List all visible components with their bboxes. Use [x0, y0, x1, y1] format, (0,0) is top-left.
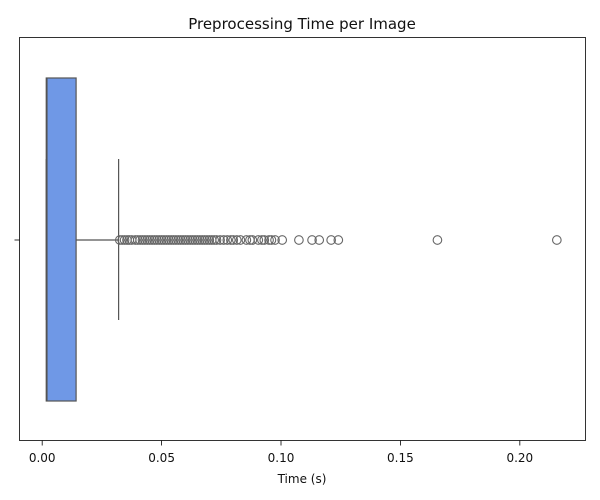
outlier-point	[156, 235, 167, 245]
outlier-point	[235, 235, 246, 245]
outlier-point	[119, 235, 130, 245]
plot-area	[45, 77, 562, 402]
outlier-point	[226, 235, 236, 245]
outlier-point	[137, 235, 148, 245]
outlier-point	[147, 235, 157, 245]
outlier-point	[149, 235, 160, 245]
outlier-point	[259, 235, 270, 245]
outlier-point	[264, 235, 274, 245]
outlier-point	[215, 235, 225, 245]
outlier-point	[190, 235, 200, 245]
outlier-point	[270, 235, 280, 245]
outlier-point	[159, 235, 169, 245]
outlier-point	[197, 235, 208, 245]
outlier-point	[144, 235, 155, 245]
outlier-point	[185, 235, 196, 245]
outlier-point	[187, 235, 198, 245]
outlier-point	[231, 235, 242, 245]
outlier-point	[130, 235, 141, 245]
outlier-point	[333, 235, 344, 245]
x-axis: 0.00 0.05 0.10 0.15 0.20	[29, 440, 533, 465]
outlier-point	[277, 235, 288, 245]
x-tick-label: 0.20	[506, 451, 533, 465]
outlier-point	[140, 235, 150, 245]
outlier-point	[168, 235, 179, 245]
outlier-point	[294, 235, 304, 245]
outlier-point	[326, 235, 337, 245]
outlier-point	[114, 235, 125, 245]
outlier-point	[241, 235, 252, 245]
outlier-point	[135, 235, 145, 245]
outlier-point	[222, 235, 233, 245]
outlier-point	[154, 235, 165, 245]
outlier-point	[171, 235, 181, 245]
outlier-point	[142, 235, 153, 245]
x-tick-label: 0.05	[148, 451, 175, 465]
outlier-point	[194, 235, 205, 245]
outlier-point	[132, 235, 143, 245]
outlier-point	[202, 235, 212, 245]
chart-title: Preprocessing Time per Image	[188, 15, 416, 33]
outlier-point	[257, 235, 267, 245]
x-axis-label: Time (s)	[277, 472, 327, 486]
outlier-point	[175, 235, 186, 245]
outlier-point	[204, 235, 215, 245]
plot-frame	[19, 37, 586, 441]
x-tick-label: 0.10	[268, 451, 295, 465]
outlier-point	[173, 235, 184, 245]
outlier-point	[307, 235, 317, 245]
outlier-point	[163, 235, 174, 245]
outlier-point	[178, 235, 188, 245]
outlier-point	[432, 235, 443, 245]
outlier-point	[117, 235, 128, 245]
outlier-point	[218, 235, 229, 245]
outlier-point	[247, 235, 258, 245]
iqr-box	[45, 77, 77, 402]
outlier-point	[253, 235, 264, 245]
outlier-point	[266, 235, 277, 245]
x-tick-label: 0.15	[387, 451, 414, 465]
outlier-point	[209, 235, 219, 245]
outlier-point	[314, 235, 325, 245]
outlier-point	[551, 235, 562, 245]
x-tick-label: 0.00	[29, 451, 56, 465]
outlier-point	[192, 235, 203, 245]
outlier-point	[180, 235, 191, 245]
outlier-point	[151, 235, 162, 245]
outlier-point	[228, 235, 239, 245]
outlier-point	[211, 235, 222, 245]
outlier-point	[166, 235, 176, 245]
outlier-point	[199, 235, 210, 245]
outlier-point	[183, 235, 193, 245]
outlier-point	[161, 235, 172, 245]
